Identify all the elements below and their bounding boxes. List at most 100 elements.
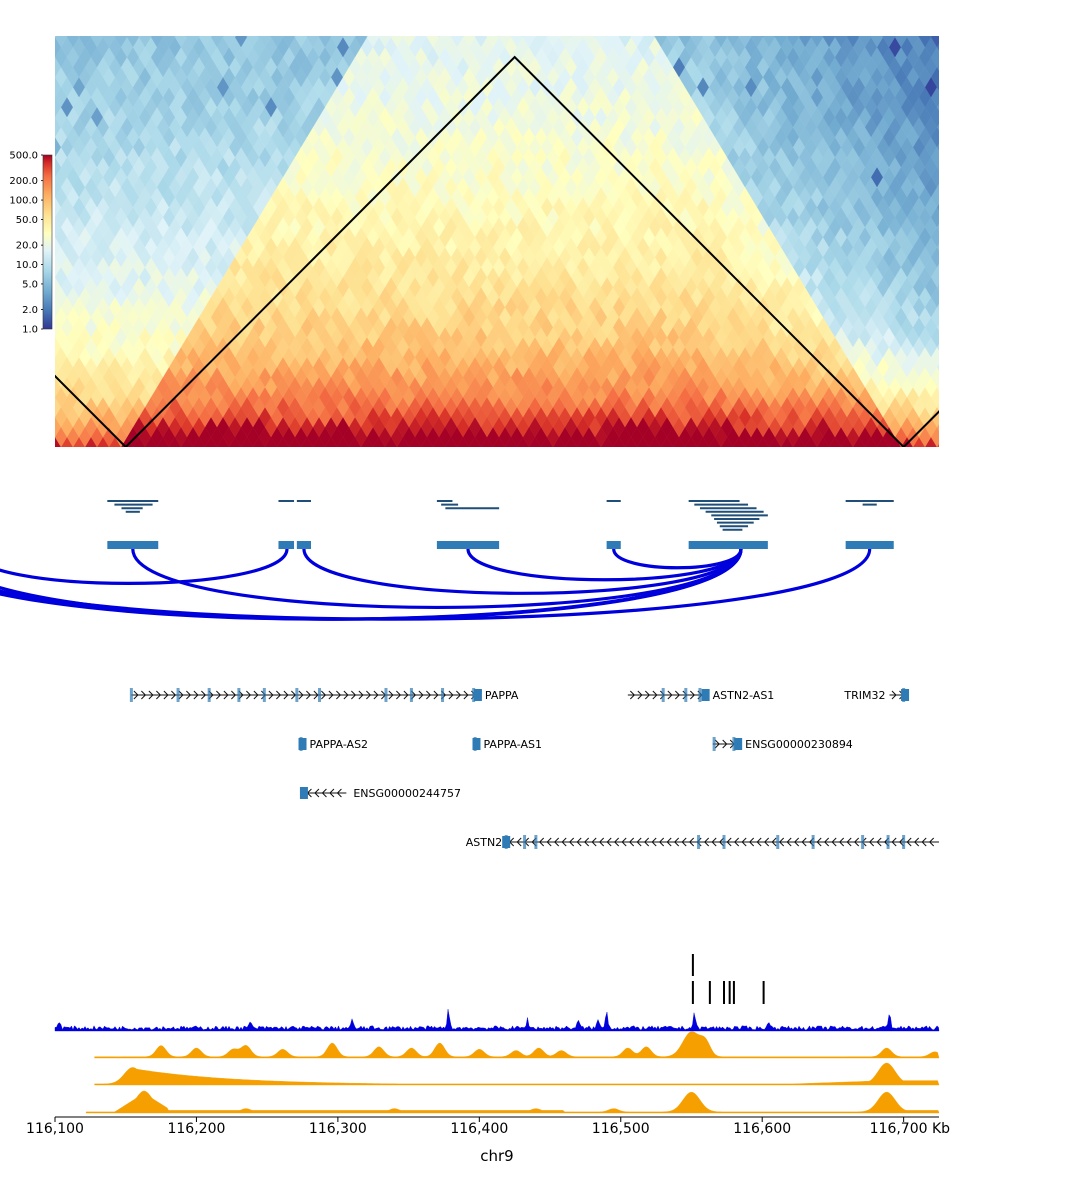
- hic-cell: [138, 36, 140, 38]
- hic-cell: [654, 36, 656, 38]
- hic-cell: [846, 36, 848, 38]
- hic-cell: [630, 36, 632, 38]
- hic-cell: [936, 303, 939, 311]
- hic-cell: [558, 36, 560, 38]
- hic-cell: [906, 36, 908, 38]
- merged-interval-box: [278, 541, 295, 549]
- hic-cell: [786, 36, 788, 38]
- hic-cell: [522, 36, 524, 38]
- merged-interval-box: [296, 541, 312, 549]
- hic-cell: [55, 56, 56, 58]
- hic-cell: [943, 327, 955, 347]
- hic-cell: [822, 36, 824, 38]
- hic-cell: [943, 127, 955, 147]
- colorbar-tick-label: 50.0: [16, 215, 38, 226]
- hic-cell: [943, 307, 955, 327]
- hic-cell: [570, 36, 572, 38]
- hic-cell: [37, 77, 49, 97]
- motif-marks-track: [691, 954, 765, 1004]
- hic-cell: [414, 36, 416, 38]
- hic-cell: [378, 36, 380, 38]
- hic-cell: [943, 187, 955, 207]
- hic-cell: [943, 227, 955, 247]
- hic-cell: [258, 36, 260, 38]
- hic-cell: [78, 36, 80, 38]
- hic-cell: [330, 36, 332, 38]
- peak-intervals-track: [107, 500, 894, 549]
- hic-cell: [534, 36, 536, 38]
- hic-cell: [936, 403, 939, 411]
- hic-cell: [462, 36, 464, 38]
- exon-block: [811, 835, 815, 849]
- colorbar-tick-label: 2.0: [22, 305, 38, 316]
- exon-block: [317, 688, 321, 702]
- hic-cell: [594, 36, 596, 38]
- hic-cell: [210, 36, 212, 38]
- exon-block: [901, 689, 910, 701]
- exon-block: [473, 689, 482, 701]
- hic-cell: [936, 123, 939, 131]
- signal-track-4: [85, 1090, 940, 1114]
- hic-cell: [318, 36, 320, 38]
- gene-label: ASTN2: [466, 836, 502, 849]
- x-tick-label: 116,400: [450, 1121, 508, 1137]
- hic-cell: [55, 116, 56, 118]
- hic-cell: [774, 36, 776, 38]
- hic-cell: [55, 36, 56, 38]
- merged-interval-box: [845, 541, 894, 549]
- hic-cell: [618, 36, 620, 38]
- exon-block: [262, 688, 266, 702]
- x-tick-label: 116,500: [592, 1121, 650, 1137]
- hic-cell: [37, 117, 49, 137]
- hic-cell: [882, 36, 884, 38]
- hic-cell: [582, 36, 584, 38]
- hic-cell: [702, 36, 704, 38]
- hic-cell: [690, 36, 692, 38]
- exon-block: [298, 738, 307, 750]
- hic-cell: [55, 436, 56, 438]
- exon-block: [902, 835, 906, 849]
- hic-cell: [90, 36, 92, 38]
- hic-cell: [510, 36, 512, 38]
- exon-block: [237, 688, 241, 702]
- exon-block: [409, 688, 413, 702]
- hic-cell: [55, 376, 56, 378]
- hic-cell: [834, 36, 836, 38]
- hic-cell: [294, 36, 296, 38]
- exon-block: [176, 688, 180, 702]
- hic-cell: [37, 337, 49, 357]
- colorbar-gradient: [42, 154, 53, 330]
- exon-block: [207, 688, 211, 702]
- hic-cell: [450, 36, 452, 38]
- hic-cell: [234, 36, 236, 38]
- x-tick-label: 116,300: [309, 1121, 367, 1137]
- hic-cell: [37, 137, 49, 157]
- hic-cell: [37, 57, 49, 77]
- hic-cell: [282, 36, 284, 38]
- exon-block: [861, 835, 865, 849]
- hic-cell: [55, 336, 56, 338]
- hic-cell: [55, 96, 56, 98]
- exon-block: [734, 738, 743, 750]
- hic-cell: [936, 423, 939, 431]
- hic-cell: [246, 36, 248, 38]
- hic-cell: [943, 367, 955, 387]
- exon-block: [502, 836, 511, 848]
- hic-cell: [858, 36, 860, 38]
- hic-cell: [936, 203, 939, 211]
- hic-cell: [936, 103, 939, 111]
- exon-block: [384, 688, 388, 702]
- exon-block: [722, 835, 726, 849]
- hic-cell: [102, 36, 104, 38]
- hic-cell: [943, 167, 955, 187]
- hic-cell: [354, 36, 356, 38]
- gene-label: PAPPA-AS2: [310, 738, 369, 751]
- hic-cell: [37, 437, 49, 457]
- hic-cell: [55, 356, 56, 358]
- hic-cell: [390, 36, 392, 38]
- hic-cell: [870, 36, 872, 38]
- signal-track-1: [54, 1009, 940, 1032]
- hic-cell: [943, 287, 955, 307]
- hic-cell: [943, 267, 955, 287]
- hic-cell: [55, 136, 56, 138]
